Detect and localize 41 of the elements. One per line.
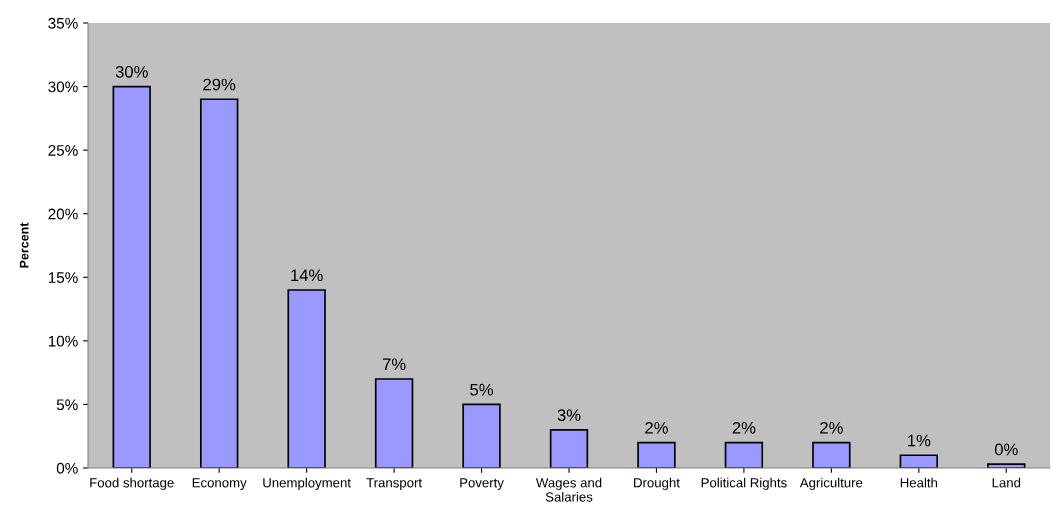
bar [287,289,326,468]
bar [724,441,764,468]
data-label: 3% [557,409,581,422]
y-tick-label: 5% [56,399,78,411]
data-label: 5% [470,383,493,396]
y-tick-label: 15% [48,272,78,283]
x-tick-label: Transport [366,478,422,491]
y-tick-label: 35% [48,17,78,29]
x-tick-label: Economy [192,478,247,491]
data-label: 30% [115,65,148,78]
bar [462,403,501,468]
data-label: 7% [382,358,406,371]
x-tick-label: Agriculture [799,477,863,491]
bar [637,441,676,468]
data-label: 0% [994,443,1018,456]
y-tick-label: 20% [48,208,78,220]
y-tick-label: 25% [48,145,78,156]
data-label: 2% [820,421,843,434]
bar [112,85,151,468]
x-tick-label: Land [992,477,1021,488]
data-label: 14% [291,269,323,282]
data-label: 1% [908,434,931,447]
bar [812,441,851,468]
bar [199,98,239,468]
y-axis-title: Percent [19,222,29,268]
x-tick-label: Wages and Salaries [535,477,602,502]
data-label: 29% [203,78,236,91]
y-tick-label: 30% [48,81,78,93]
bar [899,454,939,468]
bar [374,378,414,468]
x-tick-label: Food shortage [90,477,174,491]
data-label: 2% [645,421,668,434]
y-tick-label: 0% [56,462,78,474]
x-tick-label: Drought [634,477,680,491]
x-tick-label: Political Rights [701,477,787,491]
data-label: 2% [732,421,756,434]
x-tick-label: Unemployment [263,477,351,491]
y-tick-label: 10% [48,335,78,347]
bar [549,429,589,468]
x-tick-label: Poverty [460,478,504,491]
x-tick-label: Health [900,477,938,488]
